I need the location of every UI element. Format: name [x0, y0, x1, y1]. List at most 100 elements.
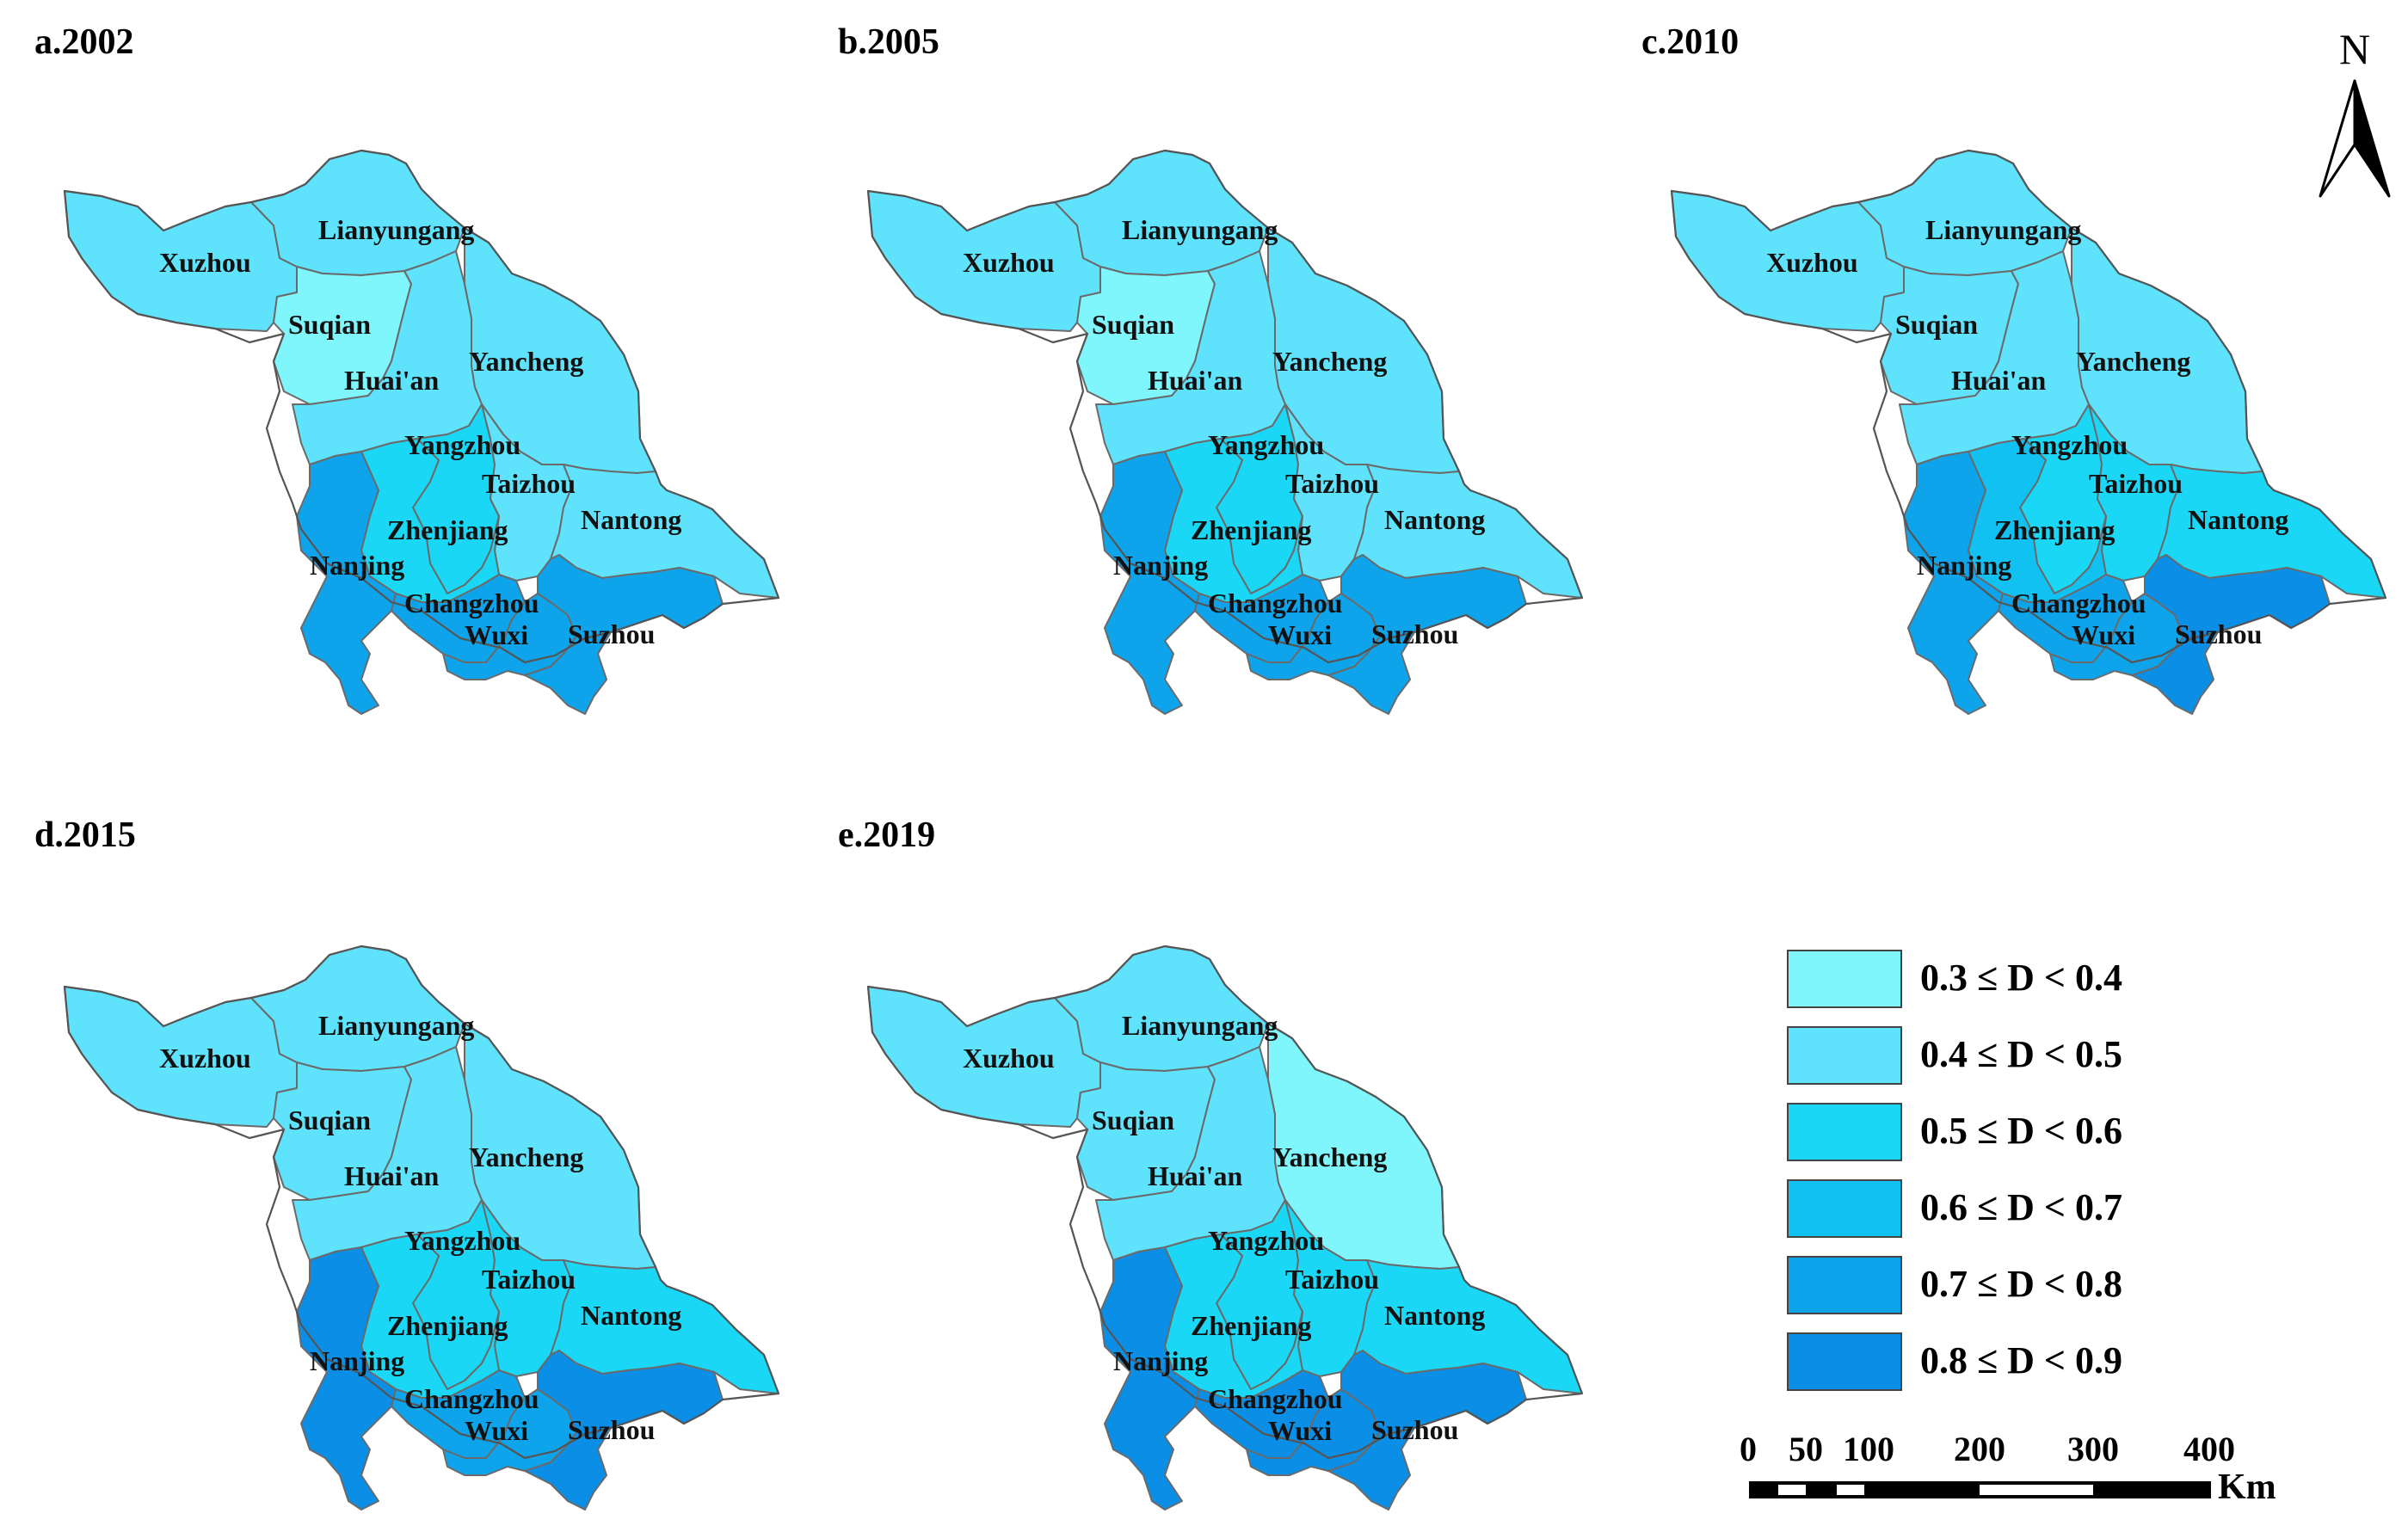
- city-label-lianyungang: Lianyungang: [1925, 214, 2081, 245]
- city-label-suqian: Suqian: [1092, 1105, 1174, 1135]
- city-label-yancheng: Yancheng: [469, 346, 583, 377]
- region-nanjing: [1099, 1246, 1200, 1511]
- city-label-wuxi: Wuxi: [1268, 619, 1332, 650]
- city-label-zhenjiang: Zhenjiang: [387, 1310, 508, 1341]
- region-lianyungang: [1054, 150, 1269, 276]
- scale-bar-segment: [1837, 1485, 1864, 1495]
- city-label-yangzhou: Yangzhou: [404, 1225, 520, 1256]
- city-label-wuxi: Wuxi: [1268, 1415, 1332, 1446]
- province-outline: [866, 945, 1584, 1460]
- jiangsu-map: Xuzhou Lianyungang Suqian Huai'an Yancheng Ya…: [63, 945, 780, 1511]
- city-label-suzhou: Suzhou: [1371, 1414, 1458, 1445]
- city-label-suzhou: Suzhou: [2175, 618, 2262, 649]
- legend-label: 0.6 ≤ D < 0.7: [1920, 1186, 2122, 1228]
- city-label-huaian: Huai'an: [344, 365, 439, 396]
- province-outline: [63, 945, 780, 1460]
- city-label-yangzhou: Yangzhou: [1208, 429, 1324, 460]
- map-panel-d2015: d.2015 Xuzhou Lianyungang Suqian Huai'an Yanc…: [34, 815, 780, 1511]
- city-label-nanjing: Nanjing: [310, 550, 404, 581]
- city-label-lianyungang: Lianyungang: [1122, 1010, 1278, 1041]
- city-label-changzhou: Changzhou: [1208, 588, 1343, 618]
- legend-swatch: [1787, 1179, 1902, 1238]
- scale-bar-segment: [1778, 1485, 1806, 1495]
- city-label-suzhou: Suzhou: [1371, 618, 1458, 649]
- city-label-taizhou: Taizhou: [1285, 1264, 1379, 1295]
- city-label-zhenjiang: Zhenjiang: [1191, 1310, 1311, 1341]
- panel-title: d.2015: [34, 815, 136, 855]
- scale-tick-label: 100: [1843, 1430, 1894, 1468]
- city-label-wuxi: Wuxi: [2072, 619, 2135, 650]
- panel-title: a.2002: [34, 22, 134, 62]
- region-lianyungang: [250, 945, 465, 1072]
- city-label-huaian: Huai'an: [1148, 365, 1242, 396]
- jiangsu-map: Xuzhou Lianyungang Suqian Huai'an Yancheng Ya…: [1670, 149, 2387, 715]
- scale-tick-label: 0: [1740, 1430, 1757, 1468]
- legend: 0.3 ≤ D < 0.4 0.4 ≤ D < 0.5 0.5 ≤ D < 0.6 0…: [1787, 950, 2122, 1391]
- province-outline: [63, 149, 780, 664]
- jiangsu-map: Xuzhou Lianyungang Suqian Huai'an Yancheng Ya…: [866, 149, 1584, 715]
- region-nanjing: [296, 1246, 397, 1511]
- city-label-suzhou: Suzhou: [568, 1414, 655, 1445]
- city-label-nantong: Nantong: [1384, 1300, 1485, 1331]
- city-label-lianyungang: Lianyungang: [1122, 214, 1278, 245]
- city-label-changzhou: Changzhou: [2011, 588, 2146, 618]
- north-arrow-shade: [2353, 79, 2391, 198]
- region-nanjing: [1903, 451, 2004, 715]
- city-label-nantong: Nantong: [1384, 504, 1485, 535]
- city-label-taizhou: Taizhou: [482, 468, 576, 499]
- province-outline: [866, 149, 1584, 664]
- city-label-yancheng: Yancheng: [1272, 346, 1387, 377]
- legend-swatch: [1787, 1026, 1902, 1085]
- city-label-taizhou: Taizhou: [2089, 468, 2183, 499]
- legend-swatch: [1787, 1103, 1902, 1161]
- city-label-taizhou: Taizhou: [482, 1264, 576, 1295]
- region-nanjing: [1099, 451, 1200, 715]
- city-label-suqian: Suqian: [1092, 309, 1174, 340]
- scale-unit-label: Km: [2218, 1468, 2276, 1507]
- legend-swatch: [1787, 1256, 1902, 1314]
- city-label-lianyungang: Lianyungang: [318, 1010, 474, 1041]
- city-label-yancheng: Yancheng: [2076, 346, 2190, 377]
- scale-tick-label: 200: [1954, 1430, 2005, 1468]
- city-label-changzhou: Changzhou: [1208, 1383, 1343, 1414]
- legend-label: 0.5 ≤ D < 0.6: [1920, 1110, 2122, 1152]
- scale-tick-label: 300: [2067, 1430, 2119, 1468]
- scale-tick-label: 50: [1789, 1430, 1823, 1468]
- city-label-yangzhou: Yangzhou: [1208, 1225, 1324, 1256]
- city-label-zhenjiang: Zhenjiang: [387, 514, 508, 545]
- city-label-nantong: Nantong: [581, 1300, 681, 1331]
- scale-tick-label: 400: [2183, 1430, 2235, 1468]
- city-label-xuzhou: Xuzhou: [963, 1043, 1055, 1074]
- city-label-xuzhou: Xuzhou: [159, 247, 251, 278]
- scale-bar-segment: [1980, 1485, 2093, 1495]
- city-label-suzhou: Suzhou: [568, 618, 655, 649]
- city-label-xuzhou: Xuzhou: [1766, 247, 1858, 278]
- map-panel-e2019: e.2019 Xuzhou Lianyungang Suqian Huai'an Yanc…: [838, 815, 1584, 1511]
- legend-swatch: [1787, 950, 1902, 1008]
- region-nanjing: [296, 451, 397, 715]
- city-label-suqian: Suqian: [288, 309, 371, 340]
- jiangsu-map: Xuzhou Lianyungang Suqian Huai'an Yancheng Ya…: [866, 945, 1584, 1511]
- city-label-huaian: Huai'an: [1148, 1160, 1242, 1191]
- north-arrow-icon: [2319, 79, 2356, 198]
- city-label-yangzhou: Yangzhou: [404, 429, 520, 460]
- city-label-huaian: Huai'an: [344, 1160, 439, 1191]
- map-panel-a2002: a.2002 Xuzhou Lianyungang Suqian Huai'an Yanc…: [34, 22, 780, 715]
- city-label-changzhou: Changzhou: [404, 588, 539, 618]
- jiangsu-map: Xuzhou Lianyungang Suqian Huai'an Yancheng Ya…: [63, 149, 780, 715]
- city-label-xuzhou: Xuzhou: [963, 247, 1055, 278]
- map-panel-b2005: b.2005 Xuzhou Lianyungang Suqian Huai'an Yanc…: [838, 22, 1584, 715]
- legend-label: 0.7 ≤ D < 0.8: [1920, 1263, 2122, 1305]
- map-panel-c2010: c.2010 Xuzhou Lianyungang Suqian Huai'an Yanc…: [1641, 22, 2387, 715]
- panel-title: e.2019: [838, 815, 935, 855]
- city-label-yancheng: Yancheng: [469, 1141, 583, 1172]
- city-label-huaian: Huai'an: [1951, 365, 2046, 396]
- city-label-wuxi: Wuxi: [465, 1415, 528, 1446]
- city-label-lianyungang: Lianyungang: [318, 214, 474, 245]
- city-label-zhenjiang: Zhenjiang: [1191, 514, 1311, 545]
- city-label-taizhou: Taizhou: [1285, 468, 1379, 499]
- legend-label: 0.3 ≤ D < 0.4: [1920, 957, 2122, 999]
- city-label-nantong: Nantong: [2188, 504, 2288, 535]
